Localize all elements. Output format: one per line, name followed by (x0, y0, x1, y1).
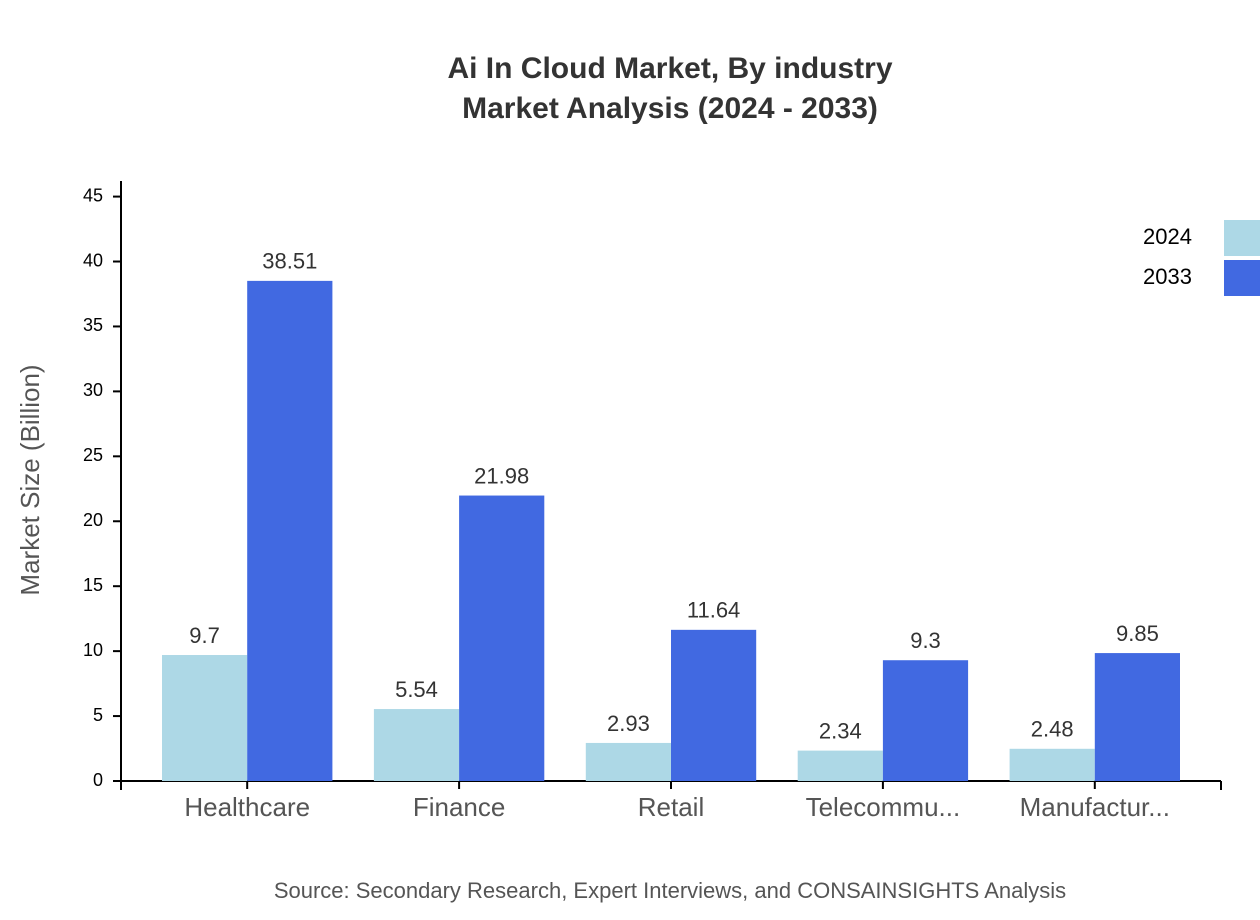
chart-title: Ai In Cloud Market, By industry (447, 52, 892, 85)
value-label: 9.7 (189, 623, 220, 648)
value-label: 21.98 (474, 463, 529, 488)
x-tick-label: Finance (413, 792, 506, 822)
value-label: 5.54 (395, 677, 438, 702)
x-tick-label: Manufactur... (1020, 792, 1170, 822)
bar (1009, 748, 1095, 781)
bar (797, 750, 883, 781)
value-label: 9.85 (1116, 621, 1159, 646)
chart-subtitle: Market Analysis (2024 - 2033) (462, 92, 878, 125)
y-tick-label: 25 (83, 445, 103, 465)
value-label: 2.93 (607, 711, 650, 736)
y-tick-label: 20 (83, 510, 103, 530)
value-label: 9.3 (910, 628, 941, 653)
legend-label: 2033 (1143, 264, 1192, 289)
bar (882, 660, 969, 781)
bar (1094, 653, 1180, 781)
bar (585, 742, 671, 781)
value-label: 2.48 (1031, 717, 1074, 742)
y-tick-label: 15 (83, 575, 103, 595)
y-tick-label: 5 (93, 705, 103, 725)
y-tick-label: 45 (83, 185, 103, 205)
y-tick-label: 35 (83, 315, 103, 335)
value-label: 11.64 (687, 598, 740, 623)
bar (671, 629, 757, 781)
bar (373, 709, 460, 781)
y-tick-label: 0 (93, 770, 103, 790)
bar (247, 280, 333, 781)
legend-label: 2024 (1143, 224, 1192, 249)
x-tick-label: Retail (638, 792, 704, 822)
y-axis-label: Market Size (Billion) (15, 364, 45, 595)
x-tick-label: Healthcare (184, 792, 310, 822)
value-label: 38.51 (262, 249, 317, 274)
x-tick-label: Telecommu... (806, 792, 961, 822)
y-tick-label: 10 (83, 640, 103, 660)
y-tick-label: 40 (83, 250, 103, 270)
source-note: Source: Secondary Research, Expert Inter… (274, 878, 1066, 903)
legend-swatch (1224, 220, 1260, 256)
bar (459, 495, 545, 781)
bar (162, 655, 248, 781)
legend-swatch (1224, 260, 1260, 296)
y-tick-label: 30 (83, 380, 103, 400)
value-label: 2.34 (819, 718, 862, 743)
